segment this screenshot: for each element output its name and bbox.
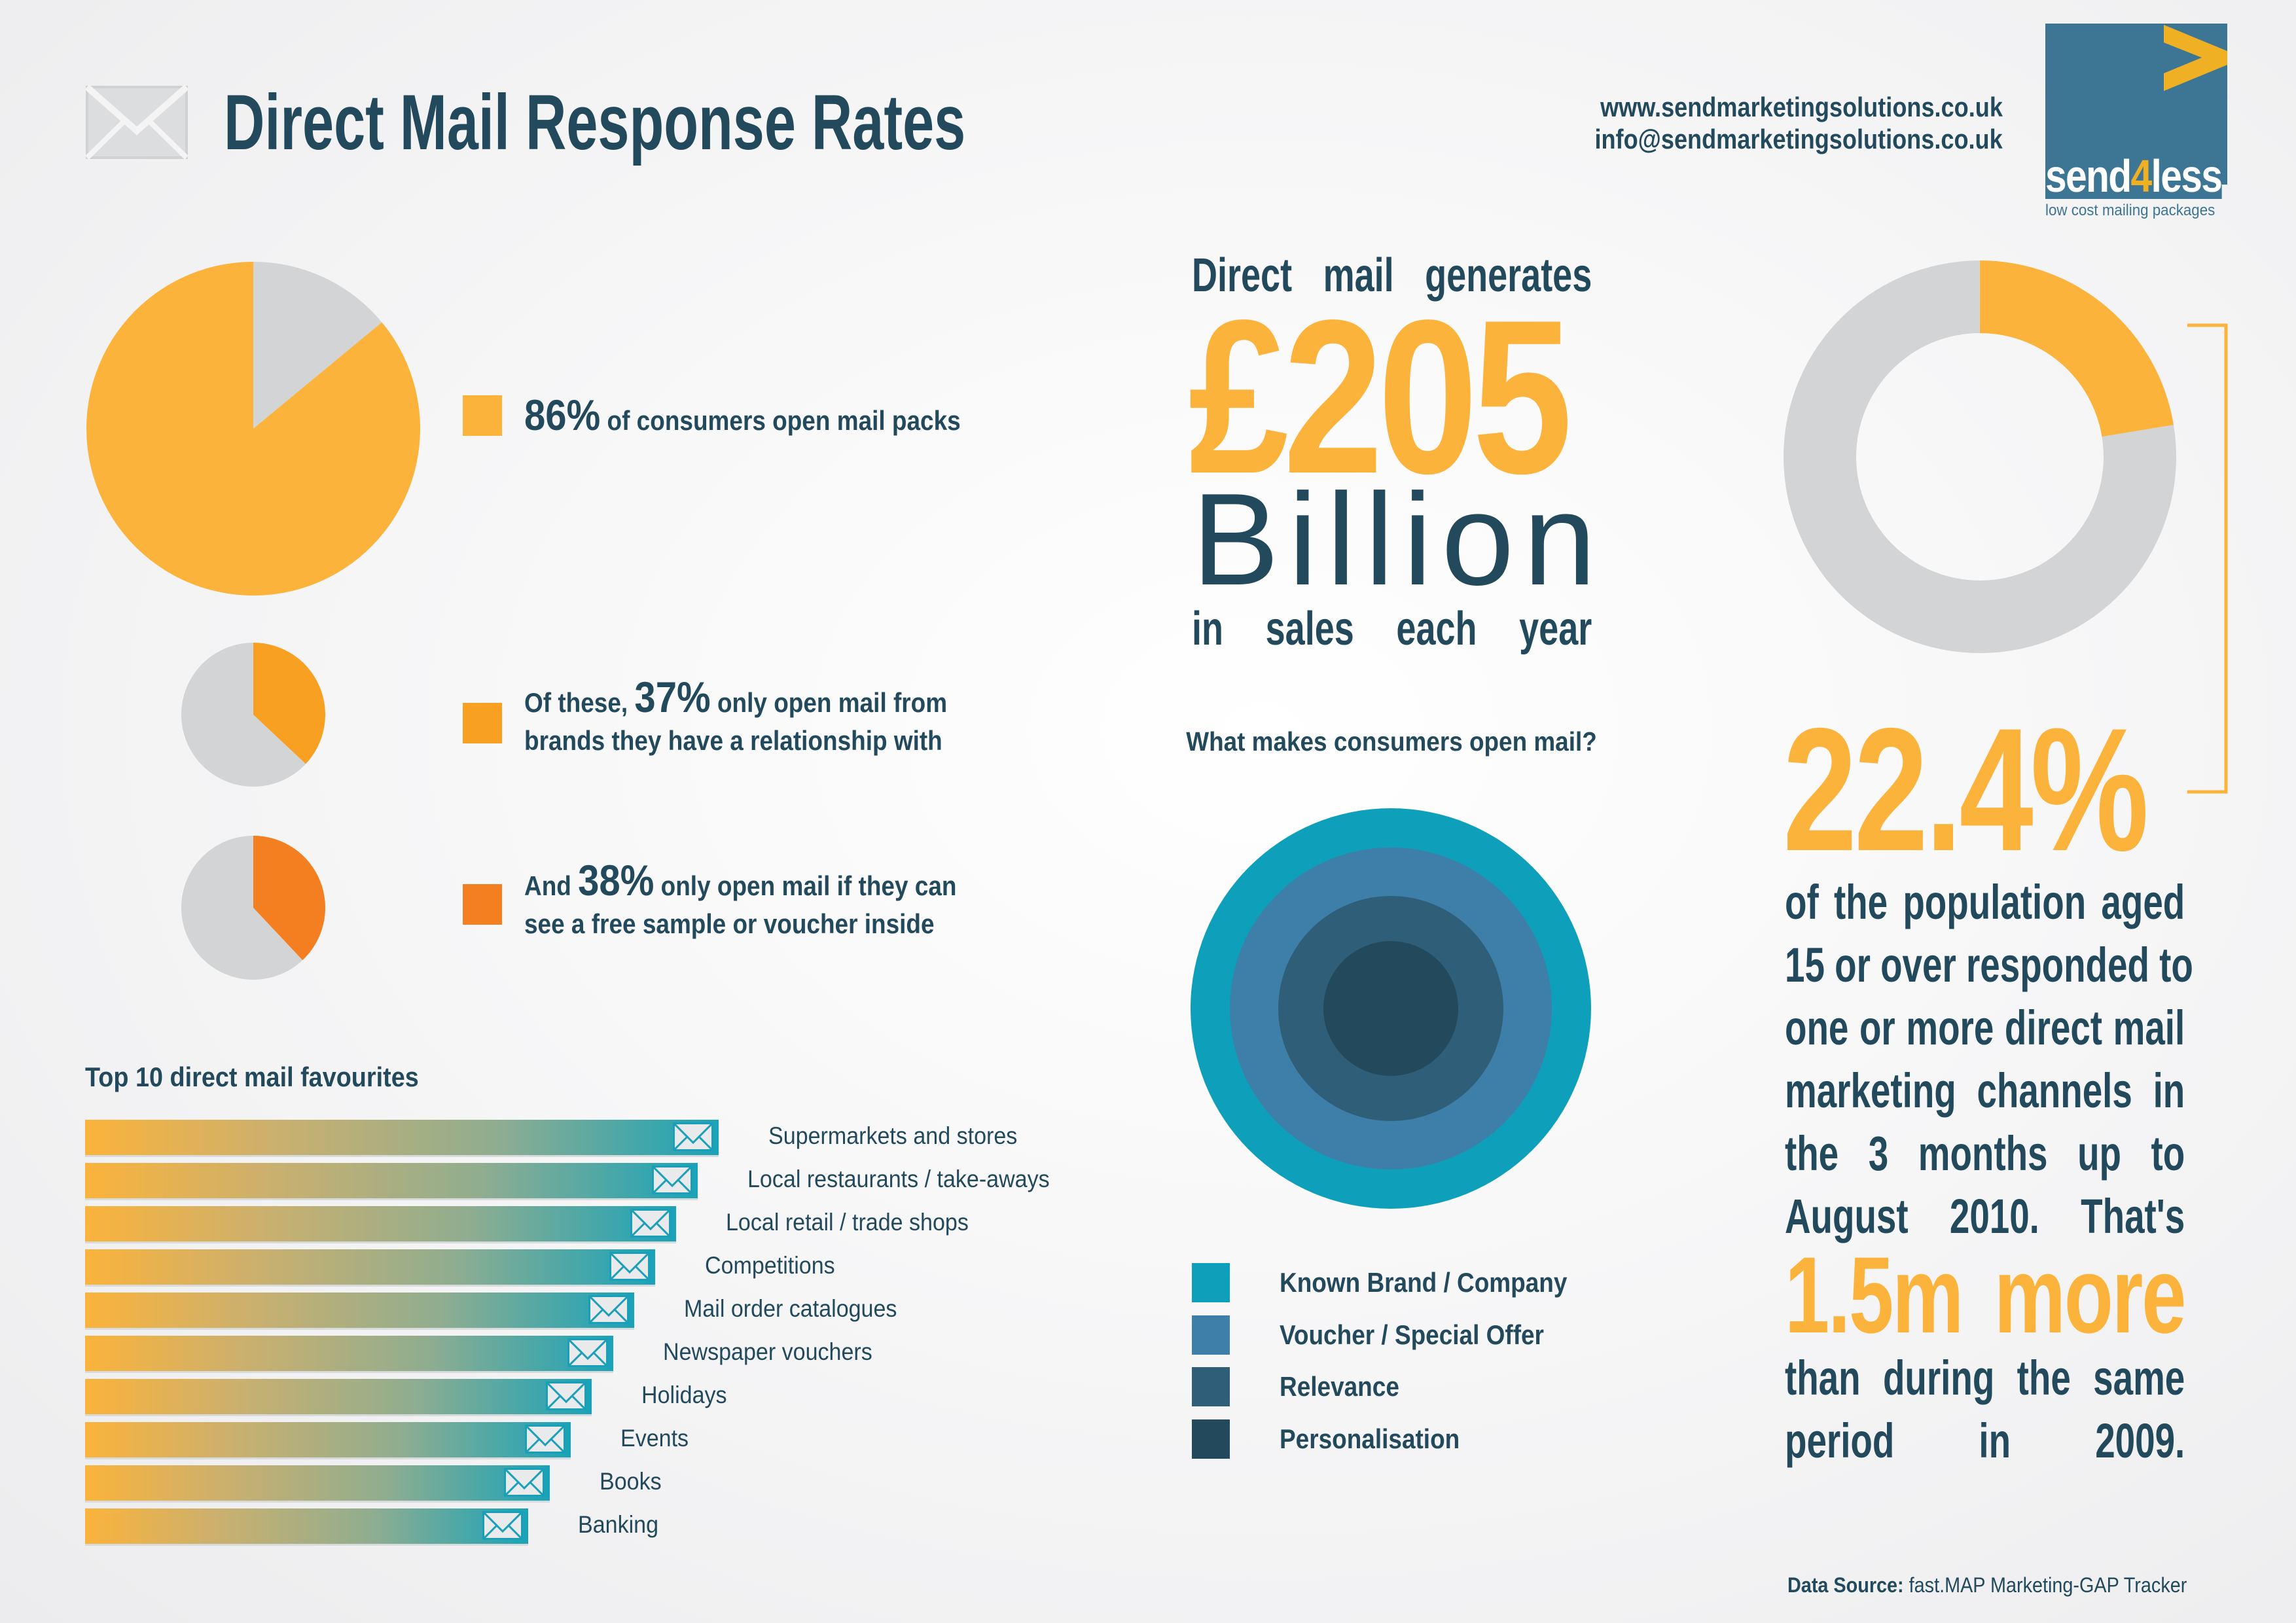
pie-slice-value — [86, 262, 420, 596]
sales-line3: in sales each year — [1192, 603, 1592, 655]
logo-tagline: low cost mailing packages — [2045, 202, 2215, 219]
favourite-bar — [85, 1206, 677, 1243]
envelope-icon — [609, 1252, 651, 1281]
legend-label: Relevance — [1280, 1371, 1399, 1402]
stat-pre: Of these, — [524, 687, 628, 718]
envelope-icon — [588, 1295, 629, 1324]
sales-line1: Direct mail generates — [1192, 249, 1592, 302]
stat-text: only open mail from — [717, 687, 948, 718]
favourite-bar — [85, 1293, 634, 1330]
favourite-bar — [85, 1120, 719, 1157]
favourite-label: Competitions — [705, 1252, 835, 1279]
pie-chart-37 — [181, 643, 325, 787]
favourite-label: Books — [599, 1468, 662, 1495]
legend-swatch — [1192, 1263, 1230, 1302]
pie-slice-grey — [253, 262, 382, 429]
legend-square-86 — [463, 395, 502, 436]
legend-square-38 — [463, 884, 502, 925]
response-line: marketing channels in — [1785, 1063, 2185, 1118]
stat-text-line2: brands they have a relationship with — [524, 725, 942, 756]
pie-slice-value — [253, 836, 325, 961]
envelope-icon — [524, 1425, 565, 1454]
stat-38: And 38% only open mail if they can see a … — [524, 859, 957, 943]
pie-chart-86 — [86, 262, 420, 596]
favourite-label: Local restaurants / take-aways — [747, 1166, 1050, 1192]
legend-swatch — [1192, 1419, 1230, 1459]
favourite-bar — [85, 1422, 571, 1459]
legend-label: Known Brand / Company — [1280, 1267, 1568, 1298]
pie-slice-value — [253, 643, 325, 764]
email-link[interactable]: info@sendmarketingsolutions.co.uk — [1594, 124, 2003, 154]
envelope-icon — [85, 85, 188, 160]
response-line: of the population aged — [1785, 875, 2185, 929]
open-mail-title: What makes consumers open mail? — [1186, 726, 1597, 757]
donut-remainder — [1784, 260, 2176, 653]
stat-big: 38% — [578, 856, 655, 904]
logo-name: send4less — [2045, 151, 2223, 202]
ring-3 — [1323, 941, 1458, 1076]
stat-big: 86% — [524, 391, 601, 439]
stat-37: Of these, 37% only open mail from brands … — [524, 675, 948, 760]
envelope-icon — [630, 1209, 672, 1238]
response-percent: 22.4% — [1783, 691, 2149, 887]
envelope-icon — [673, 1122, 713, 1151]
favourite-label: Local retail / trade shops — [726, 1209, 969, 1236]
favourite-bar — [85, 1465, 550, 1503]
envelope-icon — [567, 1338, 608, 1367]
response-line: than during the same — [1785, 1351, 2185, 1405]
legend-square-37 — [463, 703, 502, 743]
donut-chart-22-4 — [1784, 260, 2176, 653]
response-line: 15 or over responded to — [1785, 938, 2193, 992]
legend-swatch — [1192, 1315, 1230, 1355]
stat-pre: And — [524, 870, 571, 901]
favourite-label: Events — [620, 1425, 689, 1452]
favourite-bar — [85, 1336, 613, 1373]
donut-value — [1980, 260, 2174, 437]
pie-slice-grey — [181, 643, 306, 787]
legend-label: Voucher / Special Offer — [1280, 1319, 1544, 1350]
stat-text-line2: see a free sample or voucher inside — [524, 908, 935, 939]
stat-86: 86% of consumers open mail packs — [524, 390, 961, 440]
sales-unit: Billion — [1192, 467, 1605, 613]
favourite-bar — [85, 1379, 592, 1416]
legend-label: Personalisation — [1280, 1423, 1460, 1454]
page-title: Direct Mail Response Rates — [224, 79, 966, 166]
stat-text: of consumers open mail packs — [607, 405, 961, 436]
chevron-right-icon — [2164, 25, 2227, 91]
concentric-circles-chart — [1191, 808, 1591, 1209]
envelope-icon — [503, 1468, 545, 1497]
pie-slice-grey — [181, 836, 303, 980]
envelope-icon — [546, 1382, 587, 1410]
response-highlight: 1.5m more — [1785, 1235, 2186, 1356]
response-line: period in 2009. — [1785, 1414, 2185, 1468]
data-source: Data Source: fast.MAP Marketing-GAP Trac… — [1787, 1573, 2187, 1597]
favourite-bar — [85, 1249, 656, 1287]
favourite-bar — [85, 1163, 698, 1200]
legend-swatch — [1192, 1367, 1230, 1406]
pie-chart-38 — [181, 836, 325, 980]
send4less-logo: send4less low cost mailing packages — [2045, 24, 2227, 220]
stat-big: 37% — [634, 673, 711, 721]
response-line: August 2010. That's — [1785, 1189, 2185, 1243]
bracket-line — [2187, 323, 2228, 794]
website-link[interactable]: www.sendmarketingsolutions.co.uk — [1600, 92, 2003, 122]
favourite-label: Mail order catalogues — [683, 1295, 897, 1322]
favourite-bar — [85, 1508, 529, 1546]
favourite-label: Banking — [578, 1511, 659, 1538]
response-line: the 3 months up to — [1785, 1126, 2185, 1181]
favourite-label: Supermarkets and stores — [768, 1122, 1018, 1149]
favourites-title: Top 10 direct mail favourites — [85, 1061, 419, 1092]
sales-amount: £205 — [1189, 274, 1573, 519]
envelope-icon — [651, 1166, 692, 1194]
stat-text: only open mail if they can — [660, 870, 957, 901]
envelope-icon — [482, 1511, 524, 1540]
response-line: one or more direct mail — [1785, 1001, 2185, 1055]
favourite-label: Holidays — [641, 1382, 727, 1408]
favourite-label: Newspaper vouchers — [662, 1338, 872, 1365]
